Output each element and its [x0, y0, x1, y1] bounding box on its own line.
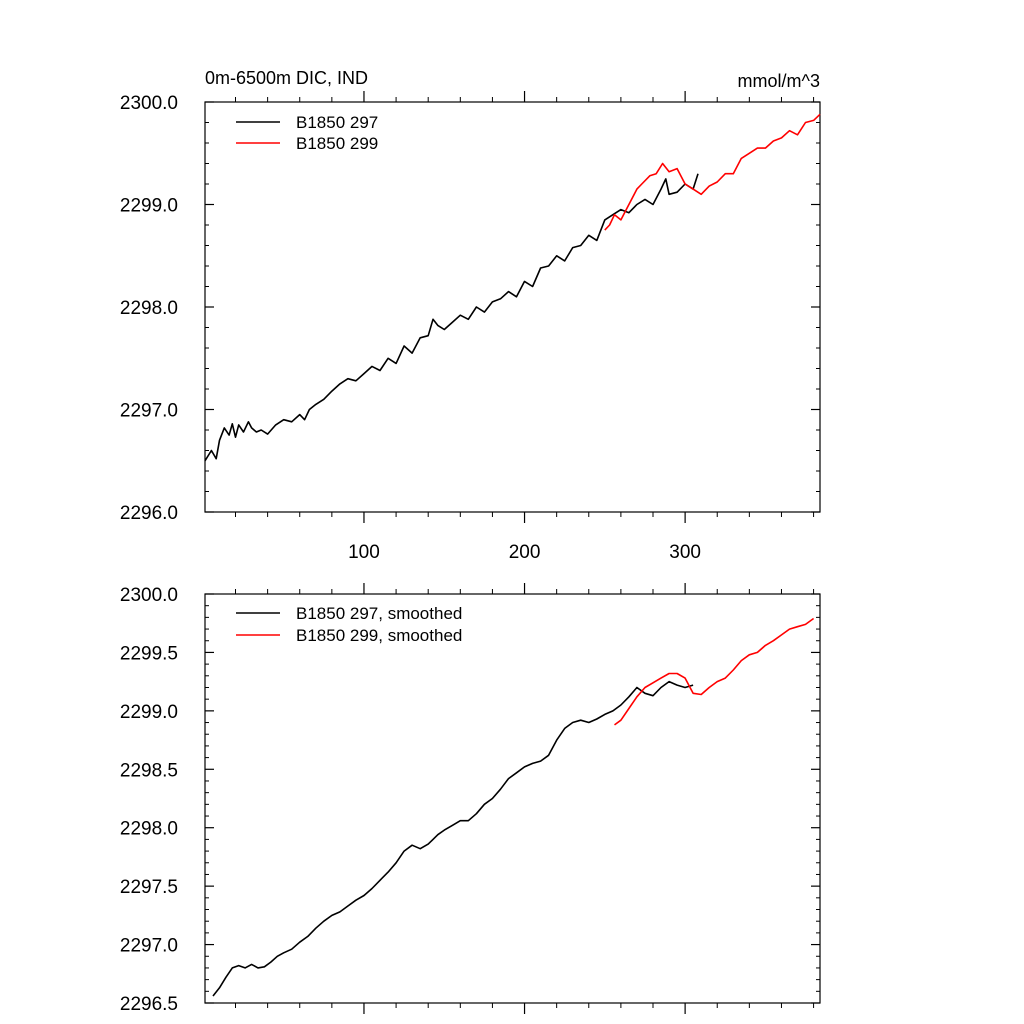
top-plot-y-tick-label: 2300.0 — [120, 93, 178, 114]
bottom-plot-legend: B1850 297, smoothed B1850 299, smoothed — [236, 604, 462, 645]
top-plot-series — [204, 113, 821, 462]
top-plot-y-tick-label: 2298.0 — [120, 298, 178, 319]
bottom-plot-legend-label: B1850 299, smoothed — [296, 626, 462, 645]
top-plot-units: mmol/m^3 — [738, 71, 820, 91]
top-plot-series-b1850-299 — [604, 113, 821, 231]
bottom-plot-series — [212, 617, 815, 997]
bottom-plot-y-tick-label: 2297.0 — [120, 936, 178, 957]
bottom-plot-y-tick-label: 2300.0 — [120, 585, 178, 606]
top-plot-x-tick-label: 200 — [509, 542, 541, 563]
bottom-plot: 2296.5 2297.0 2297.5 2298.0 2298.5 2299.0 2299… — [120, 583, 821, 1015]
top-plot-x-tick-label: 100 — [348, 542, 380, 563]
bottom-plot-y-tick-label: 2298.5 — [120, 760, 178, 781]
bottom-plot-legend-label: B1850 297, smoothed — [296, 604, 462, 623]
top-plot-y-tick-label: 2297.0 — [120, 401, 178, 422]
bottom-plot-series-b1850-299 — [614, 617, 815, 726]
bottom-plot-frame — [204, 593, 821, 1004]
top-plot-title: 0m-6500m DIC, IND — [205, 68, 368, 88]
top-plot-legend-label: B1850 299 — [296, 134, 378, 153]
bottom-plot-y-tick-label: 2298.0 — [120, 819, 178, 840]
bottom-plot-y-tick-label: 2296.5 — [120, 994, 178, 1015]
bottom-plot-y-tick-label: 2299.0 — [120, 702, 178, 723]
top-plot-legend: B1850 297 B1850 299 — [236, 113, 378, 153]
top-plot-legend-label: B1850 297 — [296, 113, 378, 132]
bottom-plot-y-tick-label: 2299.5 — [120, 643, 178, 664]
bottom-plot-axes: 2296.5 2297.0 2297.5 2298.0 2298.5 2299.0 2299… — [120, 583, 821, 1015]
top-plot-axes: 2296.0 2297.0 2298.0 2299.0 2300.0 100 200 300 — [120, 91, 821, 563]
bottom-plot-y-tick-label: 2297.5 — [120, 877, 178, 898]
bottom-plot-series-b1850-297 — [212, 680, 694, 997]
top-plot-series-b1850-297 — [204, 173, 699, 462]
top-plot-y-tick-label: 2299.0 — [120, 196, 178, 217]
top-plot-x-tick-label: 300 — [669, 542, 701, 563]
top-plot-y-tick-label: 2296.0 — [120, 503, 178, 524]
top-plot: 0m-6500m DIC, IND mmol/m^3 2296.02297.02… — [120, 68, 821, 563]
